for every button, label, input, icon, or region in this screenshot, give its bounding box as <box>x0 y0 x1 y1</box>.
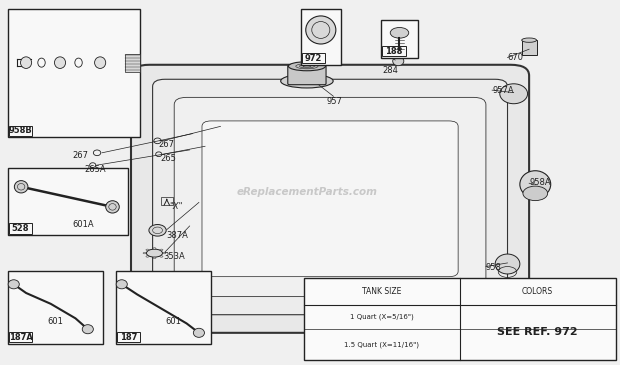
Bar <box>301 9 341 65</box>
FancyBboxPatch shape <box>131 65 529 333</box>
Ellipse shape <box>160 249 163 250</box>
Text: 284: 284 <box>383 66 399 75</box>
Ellipse shape <box>146 256 149 257</box>
Text: 958B: 958B <box>9 126 32 135</box>
Ellipse shape <box>163 253 166 254</box>
Ellipse shape <box>390 27 409 38</box>
Ellipse shape <box>306 16 336 44</box>
Ellipse shape <box>495 254 520 274</box>
Ellipse shape <box>8 280 19 289</box>
Bar <box>9 223 32 234</box>
Text: 601: 601 <box>165 318 181 326</box>
FancyBboxPatch shape <box>202 121 458 277</box>
Text: 267: 267 <box>73 151 89 160</box>
Bar <box>125 54 140 72</box>
Bar <box>7 168 128 235</box>
Text: eReplacementParts.com: eReplacementParts.com <box>236 187 378 197</box>
FancyBboxPatch shape <box>174 97 486 297</box>
Text: 187: 187 <box>120 333 137 342</box>
Bar <box>9 332 32 342</box>
Text: 387A: 387A <box>166 231 188 239</box>
Ellipse shape <box>500 84 528 104</box>
Text: 1.5 Quart (X=11/16"): 1.5 Quart (X=11/16") <box>344 341 419 348</box>
Ellipse shape <box>20 57 32 68</box>
Text: 265: 265 <box>161 154 177 164</box>
Ellipse shape <box>520 171 551 198</box>
FancyBboxPatch shape <box>153 79 508 315</box>
Ellipse shape <box>281 74 333 88</box>
Bar <box>521 40 536 55</box>
Bar <box>115 271 211 344</box>
Ellipse shape <box>153 248 156 249</box>
Text: 187A: 187A <box>9 333 32 342</box>
Bar <box>117 332 140 342</box>
Text: 670: 670 <box>508 53 523 62</box>
Text: "X": "X" <box>169 201 183 211</box>
Bar <box>304 278 616 360</box>
Bar <box>7 9 140 137</box>
Text: 601: 601 <box>48 318 64 326</box>
Text: 1 Quart (X=5/16"): 1 Quart (X=5/16") <box>350 314 414 320</box>
Text: 188: 188 <box>385 46 402 55</box>
Text: 267: 267 <box>159 140 175 149</box>
Ellipse shape <box>149 224 166 236</box>
Ellipse shape <box>55 57 66 68</box>
Text: 353A: 353A <box>164 252 185 261</box>
Text: 601A: 601A <box>73 220 94 228</box>
Ellipse shape <box>146 249 162 257</box>
Bar <box>382 46 405 56</box>
Bar <box>7 271 104 344</box>
Bar <box>302 53 326 64</box>
Bar <box>381 19 418 58</box>
Ellipse shape <box>14 181 28 193</box>
Ellipse shape <box>521 38 536 42</box>
Text: 958: 958 <box>486 263 502 272</box>
Text: SEE REF. 972: SEE REF. 972 <box>497 327 578 337</box>
Text: 265A: 265A <box>85 165 107 174</box>
Text: 957A: 957A <box>492 86 514 95</box>
Ellipse shape <box>105 201 119 213</box>
Ellipse shape <box>95 57 105 68</box>
Ellipse shape <box>146 249 149 250</box>
Text: TANK SIZE: TANK SIZE <box>362 287 401 296</box>
FancyBboxPatch shape <box>288 65 326 85</box>
Text: 958A: 958A <box>529 178 551 187</box>
Ellipse shape <box>288 62 326 71</box>
Text: COLORS: COLORS <box>522 287 553 296</box>
Text: 957: 957 <box>327 96 342 105</box>
Bar <box>9 126 32 136</box>
Ellipse shape <box>153 257 156 258</box>
Ellipse shape <box>392 57 404 66</box>
Text: 528: 528 <box>12 224 29 233</box>
Ellipse shape <box>193 328 205 337</box>
Ellipse shape <box>116 280 127 289</box>
Ellipse shape <box>523 186 547 201</box>
Text: 972: 972 <box>305 54 322 63</box>
Ellipse shape <box>160 256 163 257</box>
Ellipse shape <box>82 325 94 334</box>
Ellipse shape <box>143 253 146 254</box>
